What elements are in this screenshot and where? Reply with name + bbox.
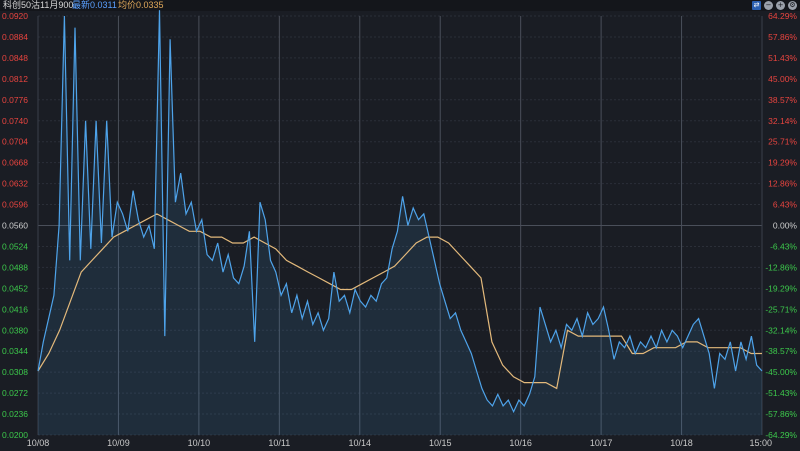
y-tick-label: 0.0920 <box>2 11 28 21</box>
price-line <box>37 10 763 414</box>
pct-tick-label: -57.86% <box>765 409 797 419</box>
x-tick-label: 10/15 <box>429 438 452 448</box>
y-tick-label: 0.0812 <box>2 74 28 84</box>
pct-tick-label: 51.43% <box>768 53 797 63</box>
y-tick-label: 0.0884 <box>2 32 28 42</box>
x-tick-label: 15:00 <box>749 438 772 448</box>
x-tick-label: 10/11 <box>268 438 290 448</box>
pct-tick-label: 6.43% <box>773 200 798 210</box>
y-tick-label: 0.0200 <box>2 430 28 440</box>
y-tick-label: 0.0596 <box>2 200 28 210</box>
chart-header: 科创50沽11月900 最新0.0311 均价0.0335 ⇄ − + ⚙ <box>0 0 800 11</box>
y-tick-label: 0.0488 <box>2 262 28 272</box>
pct-tick-label: 64.29% <box>768 11 797 21</box>
x-tick-label: 10/09 <box>107 438 130 448</box>
y-tick-label: 0.0740 <box>2 116 28 126</box>
x-tick-label: 10/16 <box>509 438 532 448</box>
last-price-label: 最新0.0311 <box>72 0 117 10</box>
minus-icon[interactable]: − <box>764 1 773 10</box>
pct-tick-label: -38.57% <box>765 346 797 356</box>
pct-tick-label: -6.43% <box>770 241 797 251</box>
pct-tick-label: -32.14% <box>765 325 797 335</box>
pct-tick-label: 57.86% <box>768 32 797 42</box>
security-title: 科创50沽11月900 <box>3 0 74 10</box>
avg-price-line <box>37 213 762 390</box>
price-area-fill <box>38 10 762 435</box>
y-tick-label: 0.0308 <box>2 367 28 377</box>
pct-tick-label: -51.43% <box>765 388 797 398</box>
pct-tick-label: -12.86% <box>765 262 797 272</box>
x-tick-label: 10/18 <box>670 438 693 448</box>
y-tick-label: 0.0380 <box>2 325 28 335</box>
pct-tick-label: -45.00% <box>765 367 797 377</box>
y-tick-label: 0.0704 <box>2 137 28 147</box>
x-tick-label: 10/08 <box>27 438 50 448</box>
pct-tick-label: 0.00% <box>773 221 798 231</box>
y-tick-label: 0.0272 <box>2 388 28 398</box>
y-tick-label: 0.0416 <box>2 304 28 314</box>
y-tick-label: 0.0632 <box>2 179 28 189</box>
x-tick-label: 10/17 <box>590 438 613 448</box>
y-tick-label: 0.0776 <box>2 95 28 105</box>
y-tick-label: 0.0344 <box>2 346 28 356</box>
pct-tick-label: -19.29% <box>765 283 797 293</box>
pct-tick-label: -25.71% <box>765 304 797 314</box>
y-tick-label: 0.0560 <box>2 221 28 231</box>
pct-tick-label: 45.00% <box>768 74 797 84</box>
settings-icon[interactable]: ⚙ <box>788 1 797 10</box>
x-tick-label: 10/14 <box>349 438 372 448</box>
x-tick-label: 10/10 <box>188 438 211 448</box>
pct-tick-label: -64.29% <box>765 430 797 440</box>
plus-icon[interactable]: + <box>776 1 785 10</box>
pct-tick-label: 38.57% <box>768 95 797 105</box>
y-tick-label: 0.0848 <box>2 53 28 63</box>
pct-tick-label: 32.14% <box>768 116 797 126</box>
toggle-icon[interactable]: ⇄ <box>752 1 761 10</box>
y-tick-label: 0.0668 <box>2 158 28 168</box>
y-tick-label: 0.0236 <box>2 409 28 419</box>
y-tick-label: 0.0452 <box>2 283 28 293</box>
chart-controls: ⇄ − + ⚙ <box>752 0 797 11</box>
pct-tick-label: 19.29% <box>768 158 797 168</box>
y-tick-label: 0.0524 <box>2 241 28 251</box>
pct-tick-label: 25.71% <box>768 137 797 147</box>
pct-tick-label: 12.86% <box>768 179 797 189</box>
avg-price-label: 均价0.0335 <box>118 0 164 10</box>
